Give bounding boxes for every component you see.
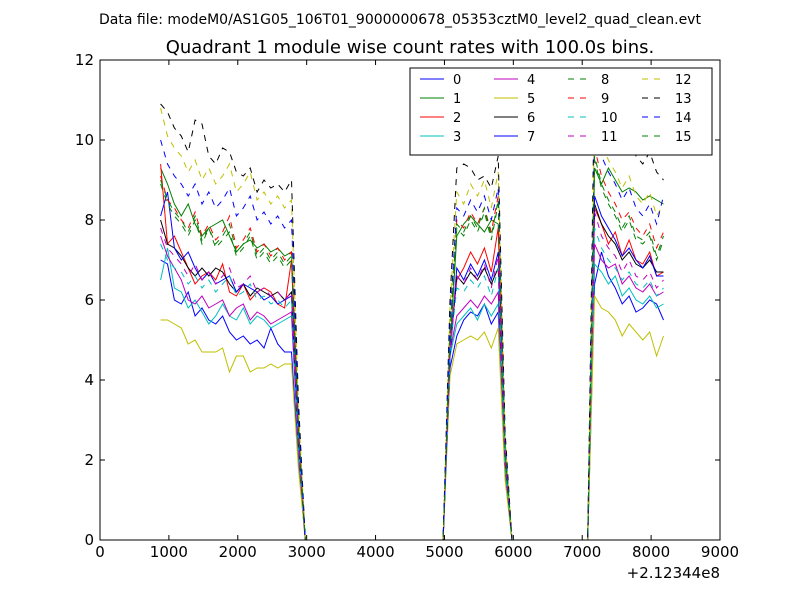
series-line-8 — [160, 159, 664, 540]
legend-box — [409, 67, 713, 156]
y-tick-label: 8 — [84, 211, 94, 229]
legend-label-0: 0 — [453, 73, 461, 88]
x-offset-label: +2.12344e8 — [627, 564, 720, 582]
x-tick-label: 2000 — [219, 543, 257, 561]
legend-label-5: 5 — [527, 92, 535, 107]
legend-label-3: 3 — [453, 130, 461, 145]
legend-label-12: 12 — [675, 73, 692, 88]
legend-label-8: 8 — [601, 73, 609, 88]
series-line-12 — [160, 107, 664, 540]
legend-label-1: 1 — [453, 92, 461, 107]
series-line-7 — [160, 191, 664, 540]
figure-suptitle: Data file: modeM0/AS1G05_106T01_90000006… — [99, 12, 701, 28]
legend-label-15: 15 — [675, 130, 692, 145]
series-line-4 — [160, 235, 664, 540]
series-line-13 — [160, 71, 664, 540]
legend-label-10: 10 — [601, 111, 618, 126]
legend-label-13: 13 — [675, 92, 692, 107]
y-tick-label: 0 — [84, 531, 94, 549]
legend-label-2: 2 — [453, 111, 461, 126]
x-tick-label: 9000 — [701, 543, 739, 561]
series-layer — [160, 71, 664, 540]
y-tick-label: 12 — [75, 51, 94, 69]
chart-title: Quadrant 1 module wise count rates with … — [166, 37, 655, 58]
series-line-9 — [160, 147, 664, 540]
y-tick-label: 6 — [84, 291, 94, 309]
legend-label-9: 9 — [601, 92, 609, 107]
x-tick-label: 3000 — [288, 543, 326, 561]
x-tick-label: 0 — [95, 543, 105, 561]
series-line-6 — [160, 203, 664, 540]
legend-label-4: 4 — [527, 73, 535, 88]
x-tick-label: 4000 — [356, 543, 394, 561]
series-line-0 — [160, 251, 664, 540]
x-tick-label: 5000 — [425, 543, 463, 561]
x-tick-label: 1000 — [150, 543, 188, 561]
legend-label-14: 14 — [675, 111, 692, 126]
y-tick-label: 2 — [84, 451, 94, 469]
x-tick-label: 7000 — [563, 543, 601, 561]
x-tick-label: 8000 — [632, 543, 670, 561]
y-tick-label: 10 — [75, 131, 94, 149]
x-axis: 0 1000 2000 3000 4000 5000 6000 7000 8000 9000 — [95, 60, 739, 561]
legend-label-7: 7 — [527, 130, 535, 145]
y-tick-label: 4 — [84, 371, 94, 389]
series-line-3 — [160, 247, 664, 540]
series-line-14 — [160, 131, 664, 540]
legend-label-11: 11 — [601, 130, 618, 145]
series-line-1 — [160, 166, 664, 540]
legend-label-6: 6 — [527, 111, 535, 126]
series-line-5 — [160, 294, 664, 540]
x-tick-label: 6000 — [494, 543, 532, 561]
